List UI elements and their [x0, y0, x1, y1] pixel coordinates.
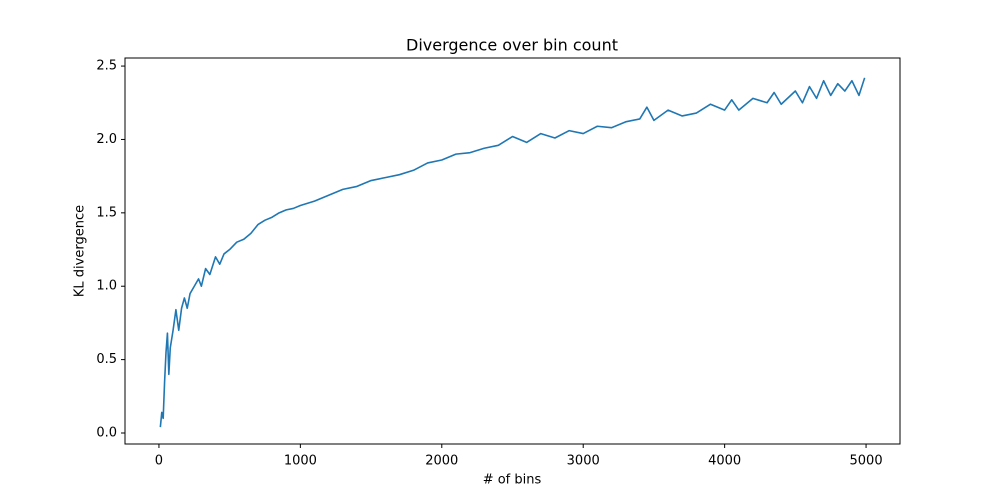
x-tick-label: 3000	[567, 454, 600, 469]
y-tick-label: 1.0	[96, 279, 117, 294]
plot-frame	[124, 57, 901, 445]
y-tick-label: 2.0	[96, 132, 117, 147]
x-tick-label: 5000	[850, 454, 883, 469]
y-tick-label: 0.5	[96, 352, 117, 367]
y-tick-label: 0.0	[96, 425, 117, 440]
x-tick-label: 2000	[425, 454, 458, 469]
y-tick-label: 1.5	[96, 205, 117, 220]
x-tick-label: 0	[155, 454, 163, 469]
x-tick-label: 4000	[708, 454, 741, 469]
y-tick-label: 2.5	[96, 59, 117, 74]
x-tick-label: 1000	[284, 454, 317, 469]
data-line	[159, 77, 866, 428]
y-axis-label: KL divergence	[73, 205, 88, 297]
x-axis-label: # of bins	[483, 473, 542, 488]
chart-title: Divergence over bin count	[406, 36, 618, 55]
